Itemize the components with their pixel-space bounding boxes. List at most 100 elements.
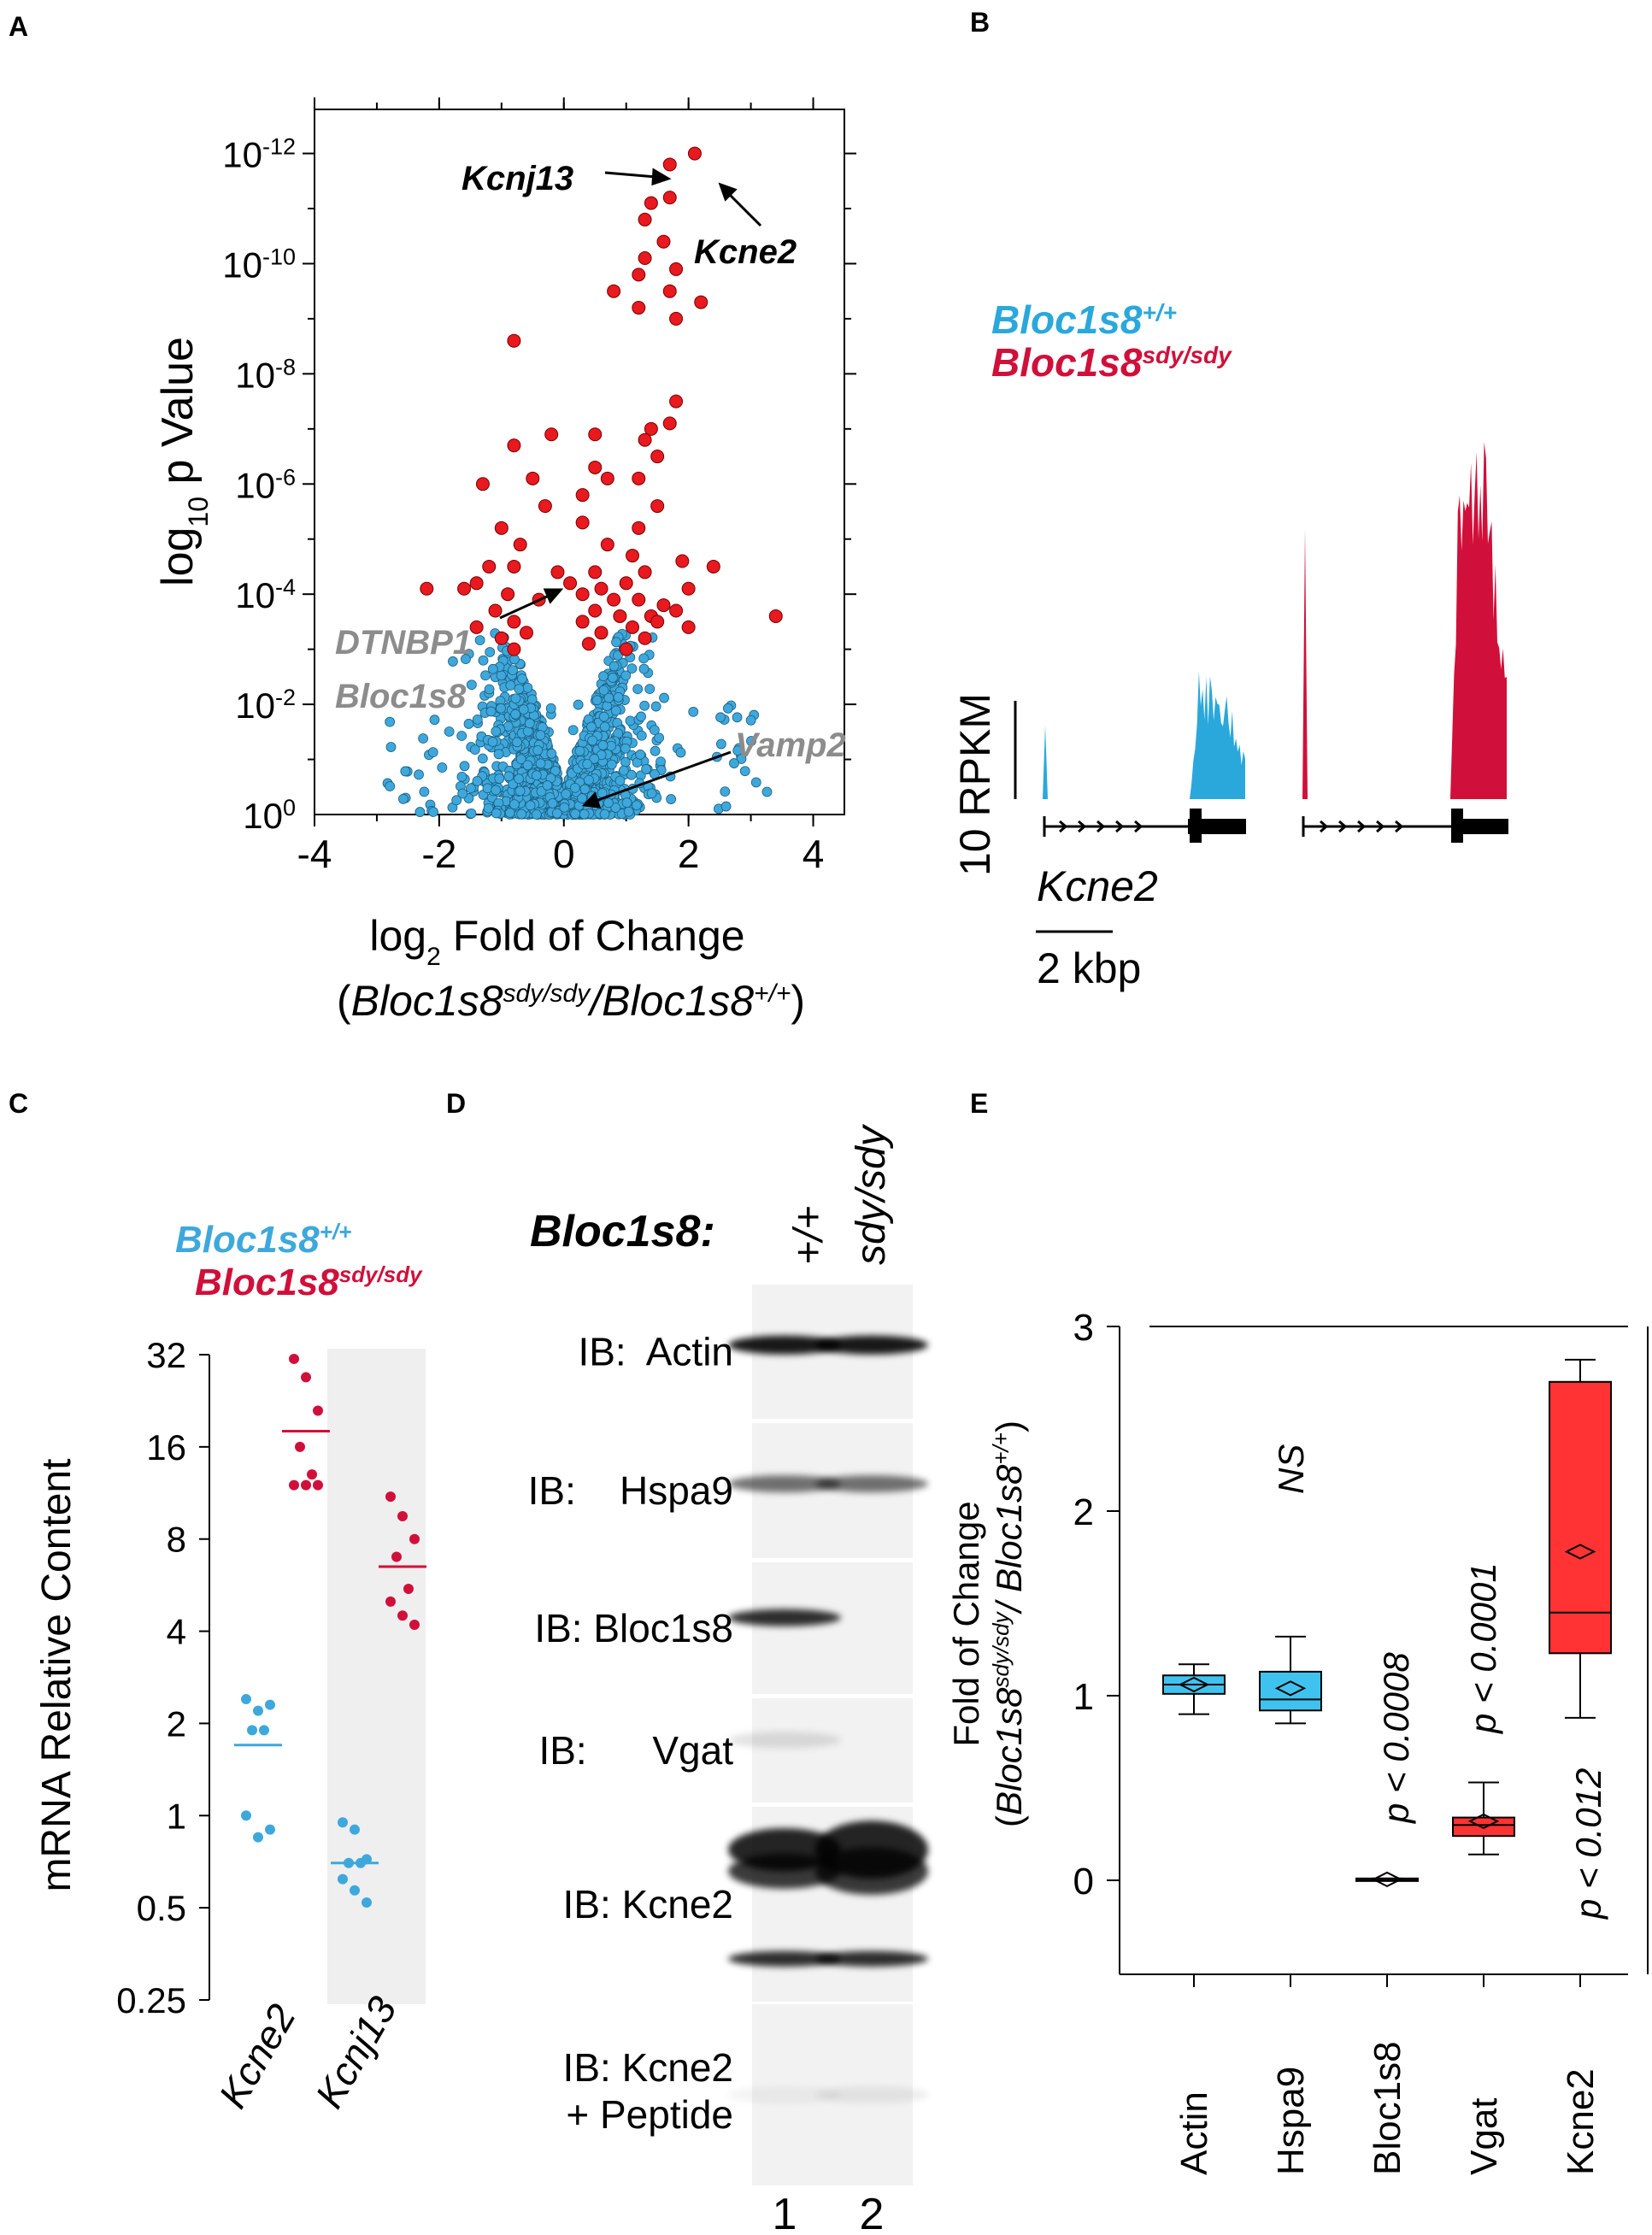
- blot-band: [728, 1950, 841, 1967]
- point-nonsig: [419, 786, 430, 797]
- point-nonsig: [504, 808, 515, 818]
- label-dtnbp1: DTNBP1: [335, 624, 472, 662]
- point-nonsig: [414, 769, 424, 780]
- scale-label-rpkm: 10 RPKM: [951, 693, 999, 876]
- point-nonsig: [625, 715, 636, 726]
- category-labels-e: Actin Hspa9 Bloc1s8 Vgat Kcne2: [1173, 2041, 1602, 2175]
- point-nonsig: [466, 679, 477, 691]
- point-sig: [638, 251, 652, 266]
- point-sig: [563, 576, 578, 591]
- point-nonsig: [531, 809, 542, 820]
- panel-a: -4 -2 0 2 4 100 10-2 10-4 10-6 10-8 10-10 10-12 Kcn…: [153, 97, 856, 1025]
- panel-label-c: C: [9, 1088, 28, 1119]
- mean-marker-hspa9: [1274, 1680, 1307, 1697]
- dot-kcnj13: [397, 1510, 408, 1521]
- point-sig: [469, 620, 484, 634]
- mean-marker-kcne2: [1564, 1544, 1596, 1560]
- blot-membrane: [752, 1698, 913, 1803]
- lane-number-2: 2: [860, 2190, 885, 2235]
- point-sig: [575, 515, 590, 530]
- point-nonsig: [493, 749, 504, 760]
- point-nonsig: [650, 745, 661, 756]
- point-nonsig: [606, 759, 617, 770]
- point-sig: [669, 603, 684, 618]
- blot-label-line2: + Peptide: [566, 2092, 733, 2137]
- point-sig: [544, 427, 559, 442]
- category-labels-c: Kcne2 Kcnj13: [210, 1989, 406, 2115]
- dot-kcne2: [313, 1479, 323, 1491]
- point-sig: [507, 615, 521, 629]
- point-sig: [594, 581, 608, 596]
- point-sig: [632, 592, 646, 607]
- point-nonsig: [478, 655, 489, 666]
- point-nonsig: [509, 799, 520, 810]
- point-sig: [526, 471, 540, 485]
- blot-band: [815, 1335, 928, 1355]
- panel-label-d: D: [446, 1088, 466, 1119]
- point-sig: [507, 559, 521, 573]
- dot-kcne2: [265, 1699, 275, 1710]
- point-sig: [687, 146, 702, 161]
- point-sig: [575, 488, 590, 503]
- point-nonsig: [750, 777, 761, 788]
- axis-ticks-a: -4 -2 0 2 4 100 10-2 10-4 10-6 10-8 10-10 10-12: [222, 97, 856, 876]
- category-label-kcne2: Kcne2: [1560, 2068, 1602, 2175]
- dot-kcnj13: [409, 1619, 420, 1630]
- coverage-mutant-exon1: [1302, 528, 1308, 799]
- point-sig: [632, 471, 646, 485]
- point-nonsig: [736, 754, 747, 764]
- point-nonsig: [746, 736, 756, 746]
- point-nonsig: [587, 735, 598, 746]
- label-vamp2: Vamp2: [735, 726, 846, 764]
- point-sig: [632, 521, 646, 535]
- point-sig: [706, 559, 720, 573]
- dot-kcne2: [265, 1824, 275, 1835]
- point-sig: [588, 565, 603, 579]
- point-sig: [507, 438, 521, 453]
- point-nonsig: [385, 716, 396, 727]
- y-tick-label-a: 10-2: [235, 685, 296, 726]
- point-nonsig: [659, 692, 669, 703]
- point-nonsig: [510, 709, 521, 720]
- point-sig: [588, 603, 603, 618]
- x-tick-label-a: 0: [553, 832, 575, 876]
- point-nonsig: [472, 776, 483, 786]
- dot-kcnj13: [385, 1491, 396, 1503]
- point-nonsig: [644, 684, 656, 695]
- y-tick-label-c: 8: [167, 1520, 186, 1560]
- coverage-mutant-exon2: [1450, 442, 1507, 799]
- point-nonsig: [675, 747, 686, 758]
- point-nonsig: [457, 788, 468, 799]
- blot-band: [728, 1731, 841, 1749]
- point-sig: [538, 499, 552, 514]
- point-nonsig: [745, 715, 756, 726]
- point-nonsig: [559, 802, 570, 813]
- dot-kcne2: [289, 1353, 299, 1364]
- point-sig: [588, 460, 603, 474]
- point-sig: [638, 631, 652, 645]
- dot-kcne2: [259, 1725, 269, 1736]
- dot-kcnj13: [338, 1817, 348, 1828]
- label-kcnj13: Kcnj13: [462, 160, 573, 197]
- point-nonsig: [582, 759, 593, 769]
- blot-membrane: [752, 1562, 913, 1694]
- point-nonsig: [613, 650, 623, 661]
- point-sig: [626, 620, 639, 634]
- y-tick-label-a: 10-8: [235, 354, 296, 395]
- point-nonsig: [639, 700, 650, 711]
- category-label-kcne2: Kcne2: [210, 1997, 304, 2115]
- significant-points: [420, 146, 783, 656]
- dot-kcne2: [241, 1694, 251, 1705]
- point-nonsig: [535, 758, 546, 769]
- point-nonsig: [427, 747, 438, 758]
- y-axis-label-a: log10 p Value: [153, 337, 214, 586]
- blot-label: IB: Actin: [578, 1330, 733, 1374]
- point-nonsig: [487, 737, 498, 747]
- dot-kcne2: [247, 1725, 257, 1736]
- point-nonsig: [400, 766, 411, 777]
- point-nonsig: [646, 788, 657, 799]
- point-nonsig: [516, 809, 527, 820]
- point-sig: [650, 615, 665, 629]
- point-nonsig: [620, 670, 632, 681]
